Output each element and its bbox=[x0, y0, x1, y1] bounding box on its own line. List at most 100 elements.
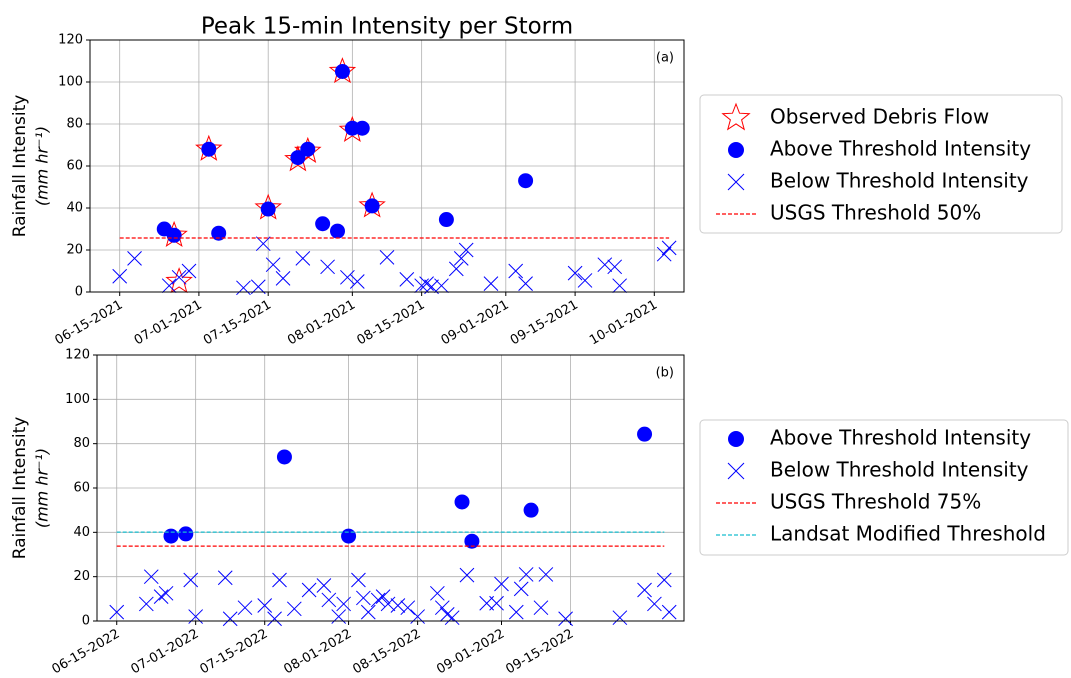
circle-marker bbox=[276, 449, 292, 465]
y-tick-label: 20 bbox=[66, 243, 83, 258]
x-tick-label: 06-15-2021 bbox=[53, 298, 126, 349]
legend-box bbox=[699, 94, 1063, 234]
legend-box bbox=[699, 419, 1069, 556]
x-marker bbox=[138, 596, 154, 612]
y-tick-label: 40 bbox=[66, 201, 83, 216]
x-marker bbox=[637, 582, 652, 598]
x-marker bbox=[656, 246, 672, 262]
legend-x bbox=[727, 462, 745, 480]
chart-title: Peak 15-min Intensity per Storm bbox=[201, 14, 573, 40]
x-marker bbox=[267, 611, 282, 627]
x-tick-label: 09-01-2022 bbox=[434, 627, 507, 678]
x-tick-label: 07-01-2022 bbox=[128, 627, 201, 678]
x-marker bbox=[508, 604, 524, 620]
y-tick-label: 60 bbox=[66, 159, 83, 174]
y-tick-label: 40 bbox=[73, 525, 90, 540]
x-marker bbox=[661, 604, 677, 620]
x-marker bbox=[567, 265, 583, 281]
legend-x bbox=[727, 173, 745, 191]
x-marker bbox=[321, 592, 337, 608]
x-marker bbox=[647, 596, 662, 612]
x-marker bbox=[370, 592, 386, 608]
x-marker bbox=[127, 251, 142, 266]
x-tick-label: 08-15-2021 bbox=[354, 298, 427, 349]
legend-label: Below Threshold Intensity bbox=[770, 458, 1029, 482]
x-marker bbox=[356, 590, 371, 606]
circle-marker bbox=[464, 533, 480, 549]
circle-marker bbox=[211, 225, 227, 241]
star-marker bbox=[165, 267, 193, 294]
x-marker bbox=[360, 604, 376, 620]
legend-star bbox=[721, 102, 751, 131]
x-tick-label: 07-15-2021 bbox=[201, 298, 274, 349]
circle-marker bbox=[300, 141, 316, 157]
x-marker bbox=[612, 610, 628, 626]
y-tick-label: 100 bbox=[58, 75, 83, 90]
x-marker bbox=[257, 598, 273, 613]
x-marker bbox=[301, 582, 317, 598]
x-marker bbox=[379, 249, 395, 265]
circle-marker bbox=[315, 216, 331, 232]
x-marker bbox=[483, 276, 499, 291]
x-marker bbox=[656, 572, 672, 588]
x-marker bbox=[351, 572, 366, 588]
x-marker bbox=[181, 263, 197, 279]
x-marker bbox=[375, 589, 391, 604]
x-marker bbox=[558, 611, 573, 627]
x-tick-label: 08-01-2022 bbox=[281, 627, 354, 678]
y-tick-label: 20 bbox=[73, 569, 90, 584]
x-marker bbox=[295, 251, 311, 266]
x-marker bbox=[236, 280, 251, 296]
y-tick-label: 120 bbox=[65, 348, 90, 363]
circle-marker bbox=[290, 150, 306, 166]
x-marker bbox=[380, 596, 396, 612]
x-marker bbox=[494, 576, 509, 592]
circle-marker bbox=[454, 494, 470, 510]
x-marker bbox=[316, 578, 332, 593]
circle-marker bbox=[341, 528, 357, 544]
y-axis-label: Rainfall Intensity bbox=[10, 95, 30, 238]
legend-label: USGS Threshold 75% bbox=[770, 490, 981, 514]
circle-marker bbox=[166, 227, 182, 243]
x-marker bbox=[448, 261, 464, 277]
y-axis-label: Rainfall Intensity bbox=[10, 417, 30, 560]
x-marker bbox=[459, 567, 475, 583]
x-marker bbox=[430, 585, 445, 601]
circle-marker bbox=[163, 528, 179, 544]
circle-marker bbox=[637, 426, 653, 442]
x-marker bbox=[143, 569, 159, 585]
circle-marker bbox=[354, 120, 370, 136]
legend-label: Above Threshold Intensity bbox=[770, 426, 1031, 450]
circle-marker bbox=[438, 212, 454, 228]
circle-marker bbox=[330, 223, 345, 239]
circle-marker bbox=[201, 141, 217, 157]
circle-marker bbox=[523, 502, 539, 518]
y-tick-label: 80 bbox=[73, 436, 90, 451]
x-marker bbox=[538, 567, 554, 582]
x-marker bbox=[419, 276, 434, 291]
legend-label: Below Threshold Intensity bbox=[770, 169, 1029, 193]
legend-label: Landsat Modified Threshold bbox=[770, 522, 1046, 546]
x-marker bbox=[158, 585, 174, 601]
x-tick-label: 08-01-2021 bbox=[285, 298, 358, 349]
x-marker bbox=[161, 278, 177, 294]
x-marker bbox=[183, 572, 199, 588]
x-marker bbox=[320, 259, 335, 275]
x-marker bbox=[222, 611, 238, 627]
x-tick-label: 06-15-2022 bbox=[50, 627, 123, 678]
circle-marker bbox=[364, 198, 380, 214]
x-marker bbox=[518, 276, 533, 291]
x-marker bbox=[612, 278, 628, 294]
x-tick-label: 08-15-2022 bbox=[350, 627, 423, 678]
x-marker bbox=[275, 270, 291, 286]
x-marker bbox=[444, 610, 460, 626]
x-marker bbox=[171, 269, 187, 285]
x-marker bbox=[458, 242, 474, 258]
y-tick-label: 0 bbox=[75, 285, 83, 300]
x-marker bbox=[390, 598, 406, 613]
x-marker bbox=[272, 572, 287, 588]
legend-circle bbox=[728, 142, 744, 158]
x-marker bbox=[255, 236, 271, 252]
x-marker bbox=[453, 251, 469, 266]
